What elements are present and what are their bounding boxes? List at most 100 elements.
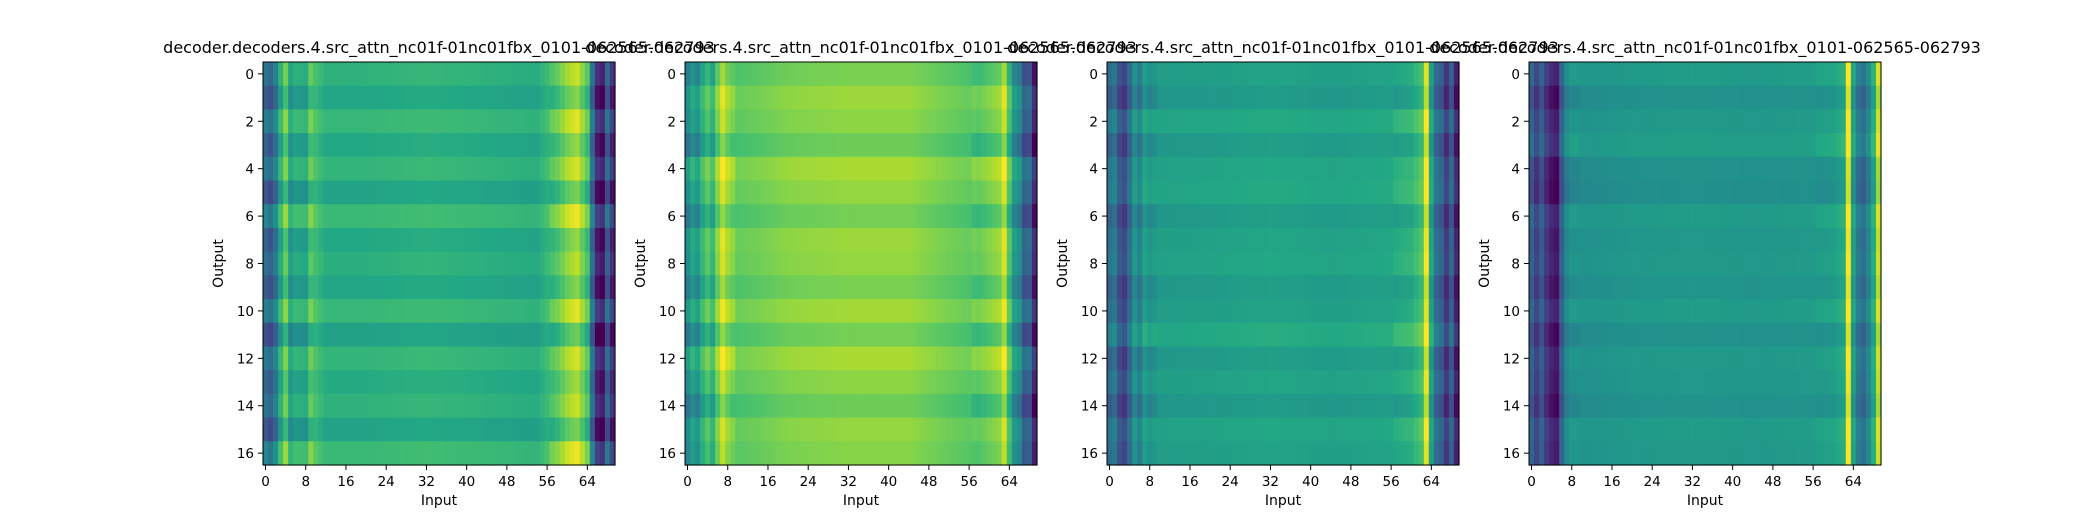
heatmap-cell <box>1433 62 1440 87</box>
heatmap-cell <box>1348 180 1354 205</box>
heatmap-cell <box>278 441 284 466</box>
heatmap-cell <box>971 346 978 371</box>
heatmap-cell <box>1172 370 1178 395</box>
heatmap-cell <box>333 322 340 348</box>
heatmap-cell <box>544 299 551 324</box>
heatmap-cell <box>1604 417 1611 442</box>
heatmap-cell <box>1433 299 1440 324</box>
heatmap-cell <box>780 441 787 466</box>
heatmap-cell <box>1202 299 1209 324</box>
heatmap-cell <box>363 441 370 466</box>
heatmap-cell <box>1825 204 1832 229</box>
heatmap-cell <box>1659 346 1666 371</box>
heatmap-cell <box>1815 417 1822 442</box>
heatmap-cell <box>1609 109 1616 134</box>
heatmap-cell <box>1187 227 1194 253</box>
heatmap-cell <box>554 322 561 348</box>
heatmap-cell <box>1599 441 1606 466</box>
heatmap-cell <box>1549 180 1555 205</box>
heatmap-cell <box>1293 204 1299 229</box>
heatmap-cell <box>363 85 370 111</box>
heatmap-cell <box>1654 109 1661 134</box>
heatmap-cell <box>278 251 284 276</box>
heatmap-cell <box>594 227 601 253</box>
heatmap-cell <box>1182 322 1189 348</box>
heatmap-cell <box>1755 180 1761 205</box>
heatmap-cell <box>1825 133 1832 158</box>
heatmap-cell <box>1448 322 1455 348</box>
heatmap-cell <box>1398 156 1405 182</box>
heatmap-cell <box>730 393 736 419</box>
heatmap-cell <box>971 393 978 419</box>
heatmap-cell <box>584 133 591 158</box>
heatmap-cell <box>1227 299 1234 324</box>
heatmap-cell <box>1639 275 1646 300</box>
heatmap-cell <box>866 322 872 348</box>
heatmap-cell <box>1715 133 1721 158</box>
heatmap-cell <box>529 62 536 87</box>
heatmap-cell <box>1227 204 1234 229</box>
heatmap-cell <box>1584 62 1590 87</box>
heatmap-cell <box>1735 156 1741 182</box>
heatmap-cell <box>1318 204 1324 229</box>
heatmap-cell <box>1750 62 1756 87</box>
heatmap-cell <box>1438 251 1445 276</box>
heatmap-cell <box>1177 417 1184 442</box>
heatmap-cell <box>1669 227 1676 253</box>
heatmap-cell <box>1277 227 1284 253</box>
heatmap-cell <box>946 62 953 87</box>
heatmap-cell <box>333 275 340 300</box>
heatmap-cell <box>695 227 701 253</box>
heatmap-cell <box>1609 393 1616 419</box>
heatmap-cell <box>1217 251 1224 276</box>
heatmap-cell <box>318 346 324 371</box>
heatmap-cell <box>1649 180 1656 205</box>
heatmap-cell <box>1383 204 1390 229</box>
heatmap-cell <box>896 322 902 348</box>
heatmap-cell <box>1288 299 1294 324</box>
heatmap-cell <box>1006 156 1013 182</box>
heatmap-cell <box>1448 417 1455 442</box>
heatmap-cell <box>1820 275 1827 300</box>
heatmap-cell <box>418 62 425 87</box>
heatmap-cell <box>444 441 450 466</box>
heatmap-cell <box>368 441 375 466</box>
heatmap-cell <box>539 417 546 442</box>
heatmap-cell <box>1247 109 1254 134</box>
heatmap-cell <box>830 227 837 253</box>
heatmap-cell <box>1338 417 1344 442</box>
heatmap-cell <box>936 62 943 87</box>
heatmap-cell <box>1132 346 1138 371</box>
heatmap-cell <box>1318 251 1324 276</box>
heatmap-cell <box>825 109 832 134</box>
heatmap-cell <box>1031 109 1038 134</box>
heatmap-cell <box>494 156 500 182</box>
heatmap-cell <box>1222 346 1229 371</box>
heatmap-cell <box>524 180 531 205</box>
heatmap-cell <box>609 417 616 442</box>
heatmap-cell <box>1579 370 1585 395</box>
heatmap-cell <box>489 346 495 371</box>
heatmap-cell <box>469 109 475 134</box>
heatmap-cell <box>1624 299 1631 324</box>
heatmap-cell <box>800 417 807 442</box>
heatmap-cell <box>1313 251 1319 276</box>
heatmap-cell <box>1574 299 1580 324</box>
heatmap-cell <box>690 346 696 371</box>
heatmap-cell <box>795 204 802 229</box>
heatmap-cell <box>1860 62 1867 87</box>
heatmap-cell <box>1257 204 1264 229</box>
heatmap-cell <box>1795 275 1802 300</box>
heatmap-cell <box>519 251 526 276</box>
heatmap-cell <box>810 370 817 395</box>
heatmap-cell <box>1830 370 1837 395</box>
heatmap-cell <box>1720 393 1726 419</box>
heatmap-cell <box>1619 251 1626 276</box>
heatmap-cell <box>1152 204 1158 229</box>
heatmap-cell <box>469 393 475 419</box>
heatmap-cell <box>1825 109 1832 134</box>
heatmap-cell <box>1624 204 1631 229</box>
heatmap-cell <box>790 227 797 253</box>
heatmap-cell <box>745 322 751 348</box>
heatmap-cell <box>1634 156 1641 182</box>
